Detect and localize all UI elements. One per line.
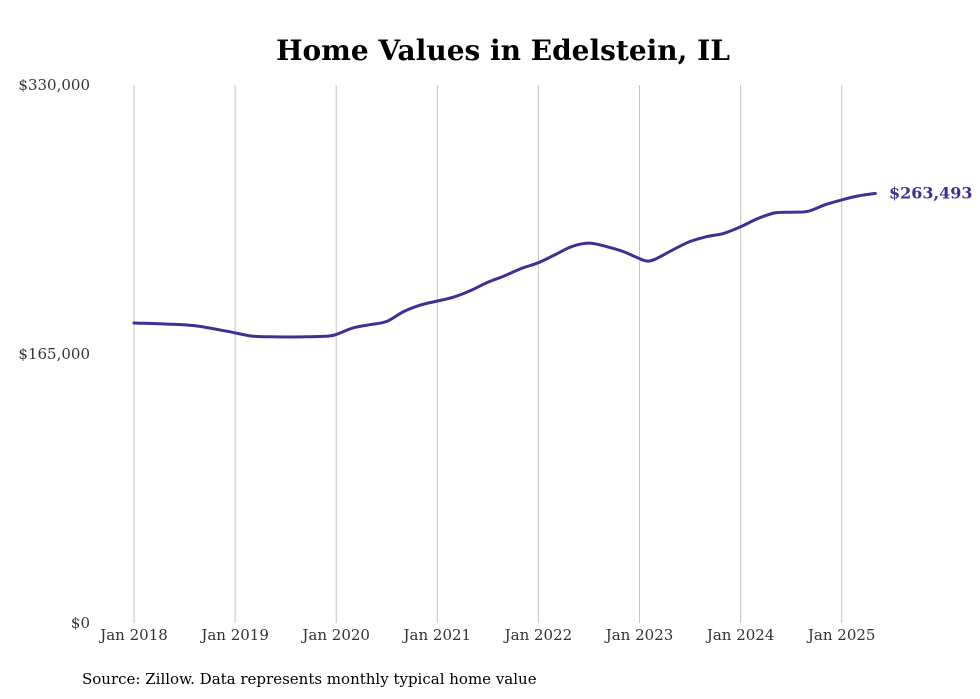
chart-title: Home Values in Edelstein, IL: [276, 34, 730, 67]
source-note: Source: Zillow. Data represents monthly …: [82, 670, 537, 688]
x-tick-label: Jan 2022: [503, 626, 573, 644]
y-axis-tick-labels: $0 $165,000 $330,000: [18, 76, 90, 632]
x-tick-label: Jan 2025: [806, 626, 876, 644]
x-axis-tick-labels: Jan 2018 Jan 2019 Jan 2020 Jan 2021 Jan 2022…: [98, 626, 875, 644]
home-value-series-line: [132, 191, 877, 339]
x-tick-label: Jan 2019: [199, 626, 269, 644]
vertical-gridlines: [133, 85, 843, 623]
end-value-label: $263,493: [889, 183, 973, 202]
y-tick-label: $0: [71, 614, 90, 632]
x-tick-label: Jan 2020: [300, 626, 370, 644]
y-tick-label: $330,000: [18, 76, 90, 94]
x-tick-label: Jan 2021: [402, 626, 472, 644]
y-tick-label: $165,000: [18, 345, 90, 363]
x-tick-label: Jan 2023: [604, 626, 674, 644]
x-tick-label: Jan 2018: [98, 626, 168, 644]
x-tick-label: Jan 2024: [705, 626, 775, 644]
